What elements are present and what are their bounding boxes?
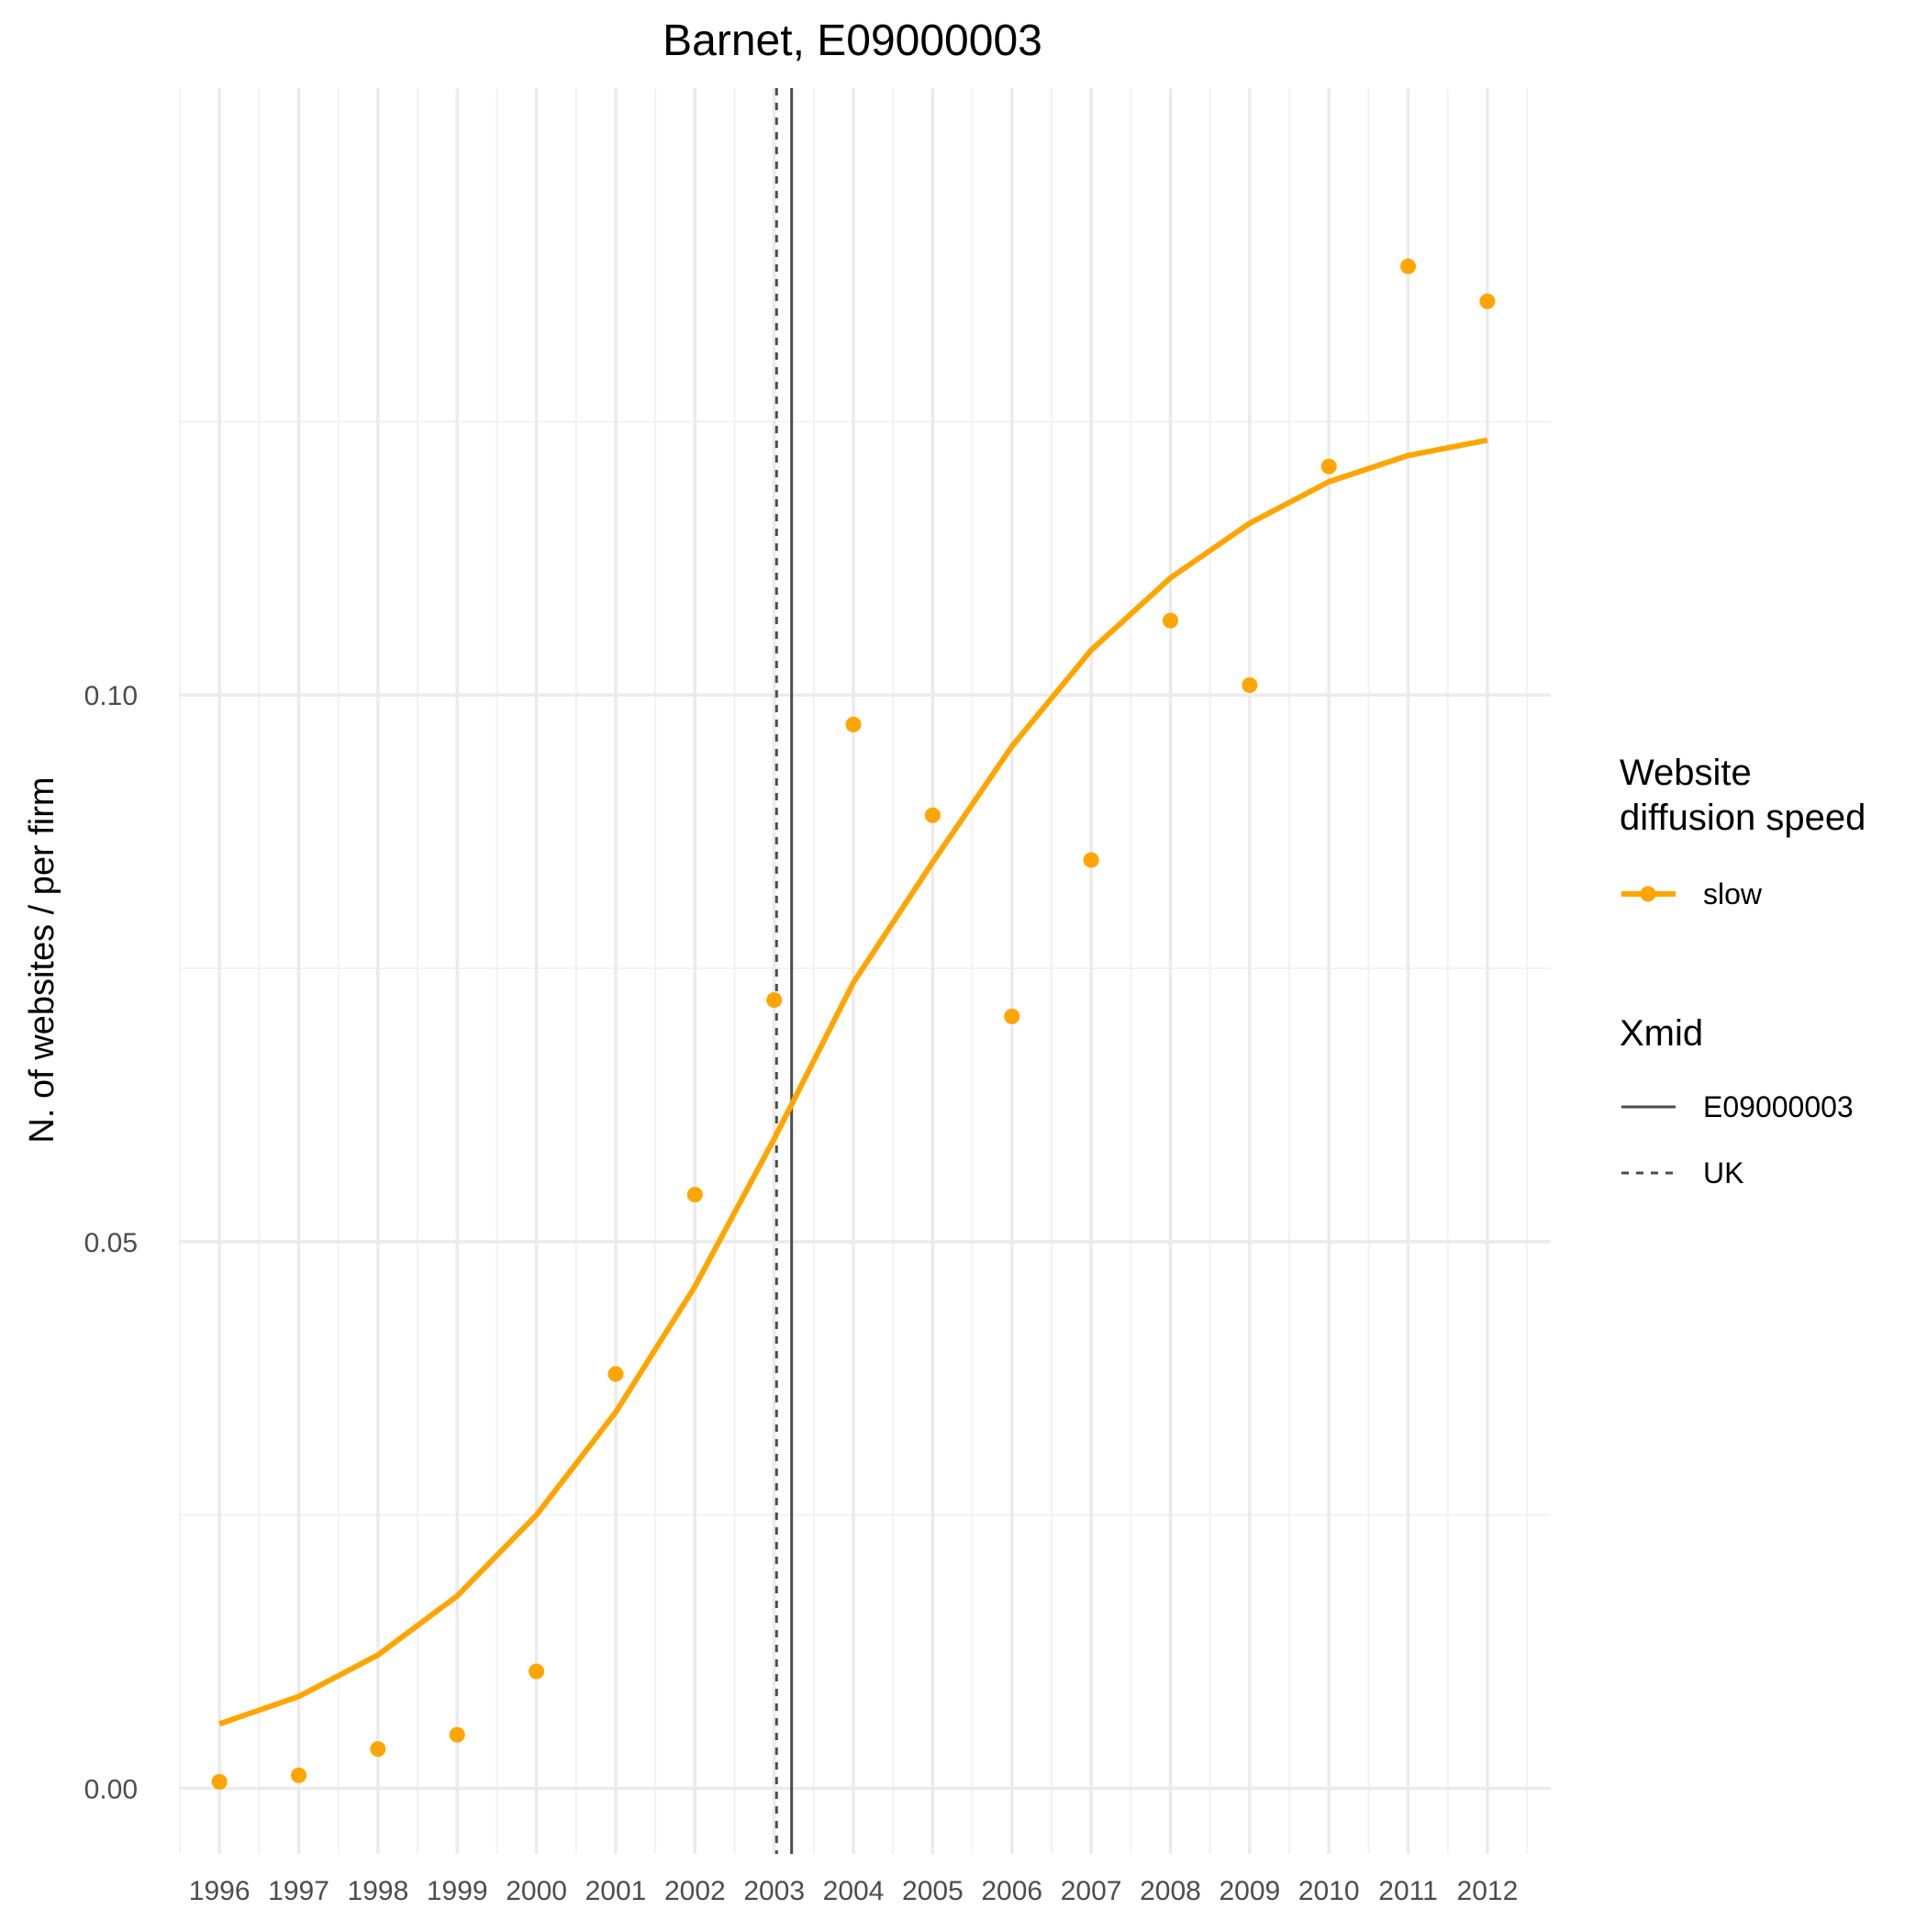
reference-lines bbox=[774, 88, 794, 1854]
data-point bbox=[766, 992, 783, 1009]
data-point bbox=[1083, 852, 1099, 868]
legend-label-e09000003: E09000003 bbox=[1703, 1090, 1854, 1123]
legend-title-diffusion-speed: Website diffusion speed bbox=[1620, 753, 1866, 838]
legend-title-xmid: Xmid bbox=[1620, 1013, 1703, 1054]
data-point bbox=[370, 1741, 386, 1758]
data-point bbox=[1004, 1008, 1020, 1024]
y-axis-title: N. of websites / per firm bbox=[23, 776, 61, 1143]
x-tick-label: 2012 bbox=[1457, 1876, 1519, 1906]
data-point bbox=[1162, 612, 1178, 629]
x-tick-label: 1996 bbox=[189, 1876, 251, 1906]
data-point bbox=[607, 1366, 624, 1382]
x-tick-label: 2011 bbox=[1378, 1876, 1438, 1906]
data-point bbox=[449, 1726, 465, 1743]
data-point bbox=[211, 1773, 228, 1790]
legend-label-uk: UK bbox=[1703, 1156, 1743, 1189]
axes: 1996 1997 1998 1999 2000 2001 2002 2003 2004 2005… bbox=[84, 681, 1519, 1906]
series-layer bbox=[211, 258, 1496, 1790]
data-point bbox=[924, 807, 941, 823]
y-tick-label: 0.00 bbox=[84, 1775, 138, 1805]
x-tick-label: 2001 bbox=[585, 1876, 647, 1906]
x-tick-label: 2006 bbox=[981, 1876, 1042, 1906]
x-tick-label: 2007 bbox=[1061, 1876, 1122, 1906]
y-tick-label: 0.10 bbox=[84, 681, 138, 711]
data-point bbox=[686, 1187, 703, 1203]
x-tick-label: 1999 bbox=[427, 1876, 488, 1906]
data-point bbox=[845, 716, 862, 732]
data-point bbox=[1400, 258, 1417, 274]
x-tick-label: 2009 bbox=[1219, 1876, 1280, 1906]
x-tick-label: 2003 bbox=[743, 1876, 805, 1906]
x-tick-label: 2002 bbox=[664, 1876, 726, 1906]
x-tick-label: 2010 bbox=[1298, 1876, 1360, 1906]
data-point bbox=[291, 1767, 307, 1783]
data-point bbox=[1479, 293, 1496, 309]
series-line-slow bbox=[218, 437, 1488, 1727]
legend-label-slow: slow bbox=[1703, 877, 1763, 910]
data-point bbox=[529, 1663, 545, 1680]
x-tick-label: 2004 bbox=[823, 1876, 885, 1906]
grid bbox=[179, 88, 1551, 1854]
x-tick-label: 2008 bbox=[1140, 1876, 1201, 1906]
y-tick-label: 0.05 bbox=[84, 1228, 138, 1258]
data-point bbox=[1320, 458, 1337, 475]
x-tick-label: 1998 bbox=[348, 1876, 409, 1906]
x-tick-label: 1997 bbox=[268, 1876, 329, 1906]
chart-title: Barnet, E09000003 bbox=[663, 17, 1042, 65]
legend-key-point-slow bbox=[1640, 886, 1656, 902]
data-point bbox=[1242, 676, 1258, 693]
x-tick-label: 2000 bbox=[506, 1876, 567, 1906]
legend: Website diffusion speed slow Xmid E09000003 U… bbox=[1620, 753, 1866, 1189]
x-tick-label: 2005 bbox=[902, 1876, 964, 1906]
